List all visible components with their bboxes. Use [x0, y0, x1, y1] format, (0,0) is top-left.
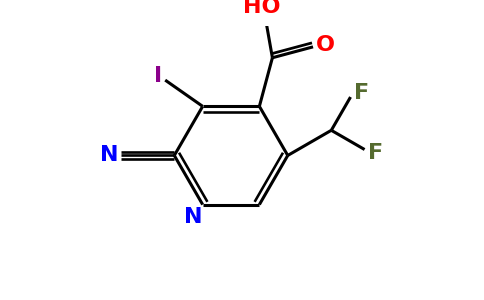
Text: N: N [100, 146, 119, 166]
Text: I: I [154, 65, 162, 86]
Text: N: N [184, 207, 203, 227]
Text: O: O [317, 35, 335, 55]
Text: F: F [368, 143, 383, 163]
Text: HO: HO [242, 0, 280, 17]
Text: F: F [354, 83, 369, 103]
